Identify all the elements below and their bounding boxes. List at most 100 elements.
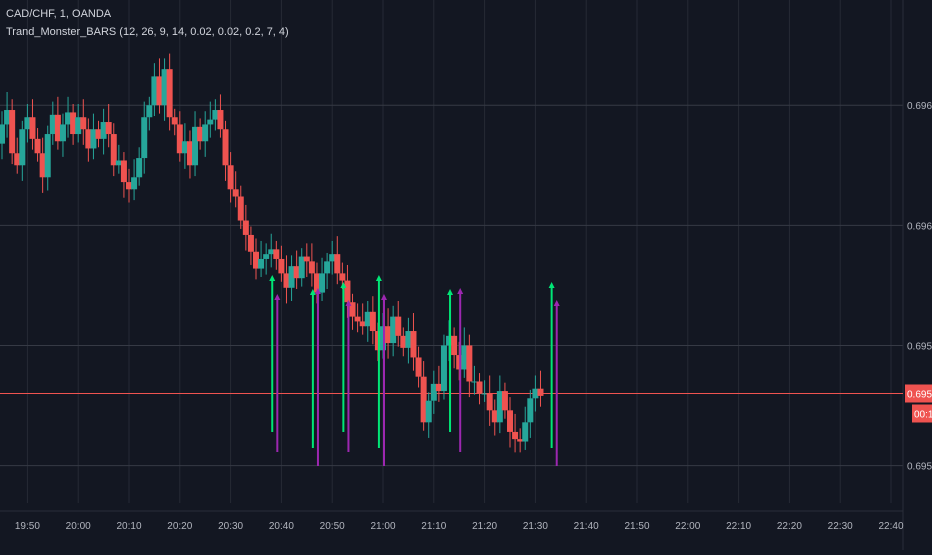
candle-body[interactable] [415,357,422,377]
candle-body[interactable] [400,335,407,348]
candle-body[interactable] [75,117,82,135]
candle-body[interactable] [227,165,234,190]
candle-body[interactable] [435,383,442,392]
candle-body[interactable] [537,388,544,396]
candle-body[interactable] [181,141,188,154]
candle-body[interactable] [308,261,315,274]
candle-body[interactable] [212,110,219,120]
candle-body[interactable] [410,331,417,358]
candle-body[interactable] [405,331,412,348]
candle-body[interactable] [319,273,326,293]
candle-body[interactable] [466,345,473,382]
candle-body[interactable] [126,182,132,190]
candle-body[interactable] [471,381,478,383]
candle-body[interactable] [115,160,122,166]
candle-body[interactable] [522,422,529,442]
candle-body[interactable] [313,273,320,293]
candle-body[interactable] [263,254,270,259]
candle-body[interactable] [527,398,534,423]
candle-body[interactable] [517,439,524,442]
candle-body[interactable] [110,134,117,166]
candle-body[interactable] [268,249,275,255]
candle-body[interactable] [59,124,66,142]
candle-body[interactable] [192,126,199,166]
candle-body[interactable] [171,117,178,125]
candle-body[interactable] [496,391,503,423]
candle-body[interactable] [451,335,458,356]
candle-body[interactable] [70,112,77,135]
candle-body[interactable] [293,266,300,279]
candle-body[interactable] [461,345,468,370]
candle-body[interactable] [258,258,265,269]
candle-body[interactable] [85,129,92,149]
candle-body[interactable] [44,134,51,178]
candle-body[interactable] [186,141,193,166]
candle-body[interactable] [440,345,447,392]
candle-body[interactable] [105,122,112,135]
candle-body[interactable] [253,251,259,269]
candle-body[interactable] [298,256,305,279]
candle-body[interactable] [481,393,488,395]
candle-body[interactable] [161,69,168,106]
candle-body[interactable] [512,431,519,440]
candle-body[interactable] [141,117,148,159]
candle-body[interactable] [131,177,138,190]
candle-body[interactable] [329,254,336,262]
candle-body[interactable] [369,311,376,332]
candle-body[interactable] [420,376,427,423]
candle-body[interactable] [339,273,346,281]
candle-body[interactable] [151,76,158,106]
candle-body[interactable] [34,138,41,154]
indicator-label[interactable]: Trand_Monster_BARS (12, 26, 9, 14, 0.02,… [6,26,289,38]
candle-body[interactable] [303,256,310,262]
candle-body[interactable] [49,114,56,135]
candle-body[interactable] [532,388,539,399]
candle-body[interactable] [390,316,397,344]
candle-body[interactable] [176,124,183,154]
candle-body[interactable] [344,280,351,303]
candle-body[interactable] [288,266,295,288]
candle-body[interactable] [120,160,127,183]
candle-body[interactable] [80,117,87,130]
candle-body[interactable] [242,220,249,235]
candle-body[interactable] [29,117,36,139]
candle-body[interactable] [273,249,280,259]
candle-body[interactable] [232,189,239,197]
candle-body[interactable] [146,105,153,118]
candle-body[interactable] [14,153,21,166]
candle-body[interactable] [39,153,46,178]
candle-body[interactable] [100,122,107,139]
candle-body[interactable] [24,117,31,130]
candle-body[interactable] [237,196,244,221]
candle-body[interactable] [349,302,356,317]
candle-body[interactable] [0,124,5,144]
candle-body[interactable] [9,110,16,154]
candle-body[interactable] [156,76,163,106]
candle-body[interactable] [425,400,432,423]
candle-body[interactable] [364,311,371,327]
candle-body[interactable] [65,112,72,125]
candle-body[interactable] [197,126,204,142]
symbol-title[interactable]: CAD/CHF, 1, OANDA [6,8,112,20]
candle-body[interactable] [90,129,97,149]
candle-body[interactable] [54,114,61,142]
candle-body[interactable] [278,258,285,274]
candle-body[interactable] [476,381,483,394]
candle-body[interactable] [166,69,173,118]
candle-body[interactable] [486,393,493,411]
candle-body[interactable] [491,410,498,423]
candle-body[interactable] [334,254,341,274]
candle-body[interactable] [222,129,229,166]
candle-body[interactable] [202,124,209,142]
candle-body[interactable] [324,261,331,274]
candle-body[interactable] [217,110,224,130]
candle-body[interactable] [430,383,437,401]
candle-body[interactable] [4,110,11,125]
candle-body[interactable] [385,326,392,344]
candle-body[interactable] [207,119,214,125]
candle-body[interactable] [136,158,143,178]
candle-body[interactable] [395,316,402,336]
candle-body[interactable] [283,273,290,288]
candle-body[interactable] [19,129,26,166]
